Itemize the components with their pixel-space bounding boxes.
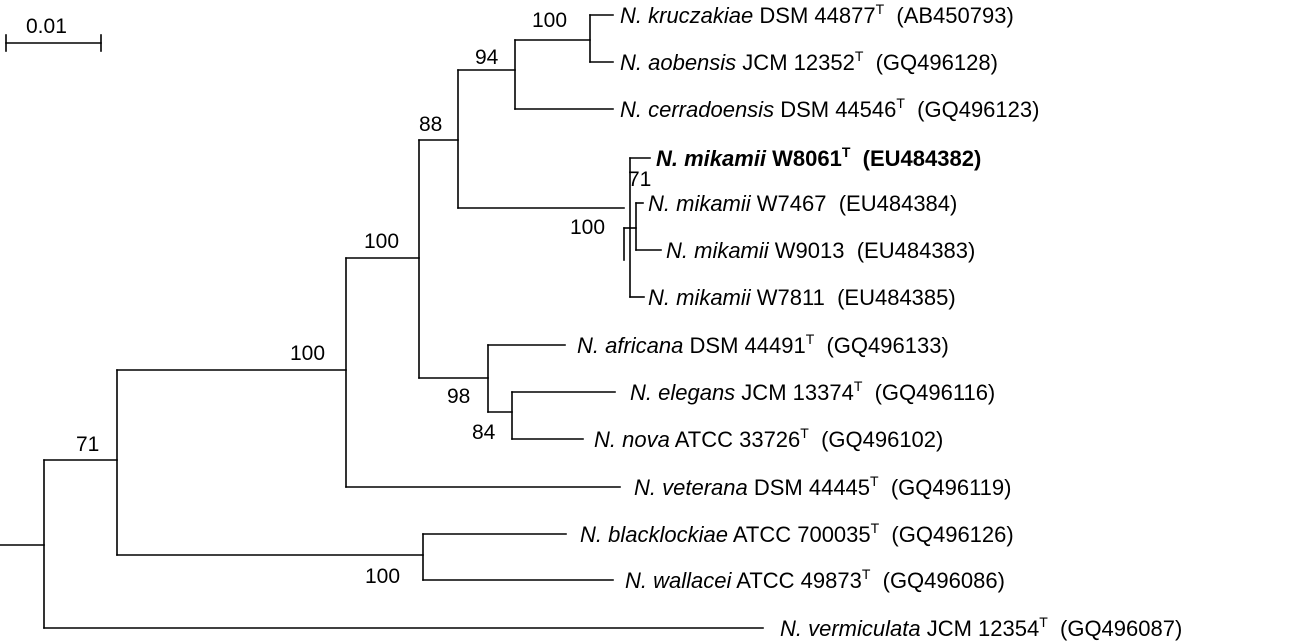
- bootstrap-value-blacklockiae-wallacei: 100: [365, 565, 400, 588]
- taxon-species-name: N. aobensis: [620, 50, 736, 75]
- type-strain-mark: T: [870, 473, 879, 489]
- scale-bar-label: 0.01: [26, 15, 67, 38]
- taxon-species-name: N. mikamii: [656, 146, 767, 171]
- taxon-species-name: N. elegans: [630, 380, 735, 405]
- bootstrap-value-africana-elegans-nova: 98: [447, 385, 470, 408]
- bootstrap-value-cerradoensis-mikamii: 88: [419, 113, 442, 136]
- type-strain-mark: T: [871, 520, 880, 536]
- taxon-accession: (EU484384): [827, 191, 958, 216]
- taxon-strain: DSM 44491: [683, 333, 805, 358]
- taxon-species-name: N. mikamii: [666, 238, 770, 263]
- taxon-label-nova: N. nova ATCC 33726T (GQ496102): [594, 425, 943, 452]
- bootstrap-value-kruczakiae-aobensis: 100: [532, 9, 567, 32]
- taxon-accession: (GQ496116): [862, 380, 995, 405]
- type-strain-mark: T: [876, 1, 885, 17]
- taxon-strain: W8061: [766, 146, 842, 171]
- type-strain-mark: T: [800, 425, 809, 441]
- taxon-accession: (GQ496119): [879, 475, 1012, 500]
- taxon-accession: (GQ496086): [870, 568, 1005, 593]
- taxon-species-name: N. kruczakiae: [620, 3, 753, 28]
- taxon-strain: ATCC 33726: [670, 427, 800, 452]
- taxon-label-blacklockiae: N. blacklockiae ATCC 700035T (GQ496126): [580, 520, 1014, 547]
- taxon-label-elegans: N. elegans JCM 13374T (GQ496116): [630, 378, 995, 405]
- bootstrap-value-elegans-nova: 84: [472, 421, 496, 444]
- taxon-accession: (EU484382): [850, 146, 981, 171]
- taxon-label-mikamii-w8061: N. mikamii W8061T (EU484382): [656, 144, 981, 171]
- taxon-accession: (GQ496102): [809, 427, 944, 452]
- taxon-accession: (GQ496133): [814, 333, 949, 358]
- taxon-strain: W9013: [769, 238, 845, 263]
- taxon-strain: JCM 12352: [736, 50, 855, 75]
- taxon-accession: (GQ496123): [905, 97, 1040, 122]
- taxon-label-cerradoensis: N. cerradoensis DSM 44546T (GQ496123): [620, 95, 1039, 122]
- tree-branches: [0, 14, 764, 629]
- taxon-accession: (GQ496126): [879, 522, 1014, 547]
- taxon-strain: DSM 44877: [753, 3, 875, 28]
- taxon-label-mikamii-w9013: N. mikamii W9013 (EU484383): [666, 238, 975, 263]
- bootstrap-value-main-clade: 100: [364, 230, 399, 253]
- taxon-label-mikamii-w7811: N. mikamii W7811 (EU484385): [648, 285, 956, 310]
- taxon-species-name: N. mikamii: [648, 285, 752, 310]
- taxon-accession: (EU484383): [845, 238, 976, 263]
- taxon-label-veterana: N. veterana DSM 44445T (GQ496119): [634, 473, 1011, 500]
- bootstrap-value-mikamii-clade: 100: [570, 216, 605, 239]
- bootstrap-value-kruczakiae-aobensis-cerradoensis: 94: [475, 46, 499, 69]
- taxon-strain: ATCC 49873: [731, 568, 861, 593]
- type-strain-mark: T: [1039, 614, 1048, 630]
- taxon-label-wallacei: N. wallacei ATCC 49873T (GQ496086): [625, 566, 1005, 593]
- taxon-strain: W7811: [751, 285, 825, 310]
- taxon-strain: ATCC 700035: [728, 522, 871, 547]
- type-strain-mark: T: [862, 566, 871, 582]
- bootstrap-value-mikamii-inner: 71: [628, 168, 651, 191]
- scale-bar: 0.01: [5, 15, 102, 52]
- type-strain-mark: T: [855, 48, 864, 64]
- taxon-label-kruczakiae: N. kruczakiae DSM 44877T (AB450793): [620, 1, 1014, 28]
- taxon-strain: JCM 13374: [735, 380, 854, 405]
- type-strain-mark: T: [854, 378, 863, 394]
- taxon-label-aobensis: N. aobensis JCM 12352T (GQ496128): [620, 48, 998, 75]
- taxon-strain: JCM 12354: [921, 616, 1040, 641]
- taxon-species-name: N. africana: [577, 333, 683, 358]
- taxon-labels: N. kruczakiae DSM 44877T (AB450793)N. ao…: [577, 1, 1182, 641]
- type-strain-mark: T: [842, 144, 851, 160]
- taxon-accession: (GQ496087): [1048, 616, 1183, 641]
- taxon-species-name: N. nova: [594, 427, 670, 452]
- taxon-species-name: N. mikamii: [648, 191, 752, 216]
- taxon-accession: (AB450793): [884, 3, 1014, 28]
- taxon-species-name: N. wallacei: [625, 568, 732, 593]
- taxon-species-name: N. vermiculata: [780, 616, 921, 641]
- taxon-species-name: N. blacklockiae: [580, 522, 728, 547]
- bootstrap-value-veterana-clade: 100: [290, 342, 325, 365]
- bootstrap-value-root-inner: 71: [76, 433, 99, 456]
- type-strain-mark: T: [896, 95, 905, 111]
- taxon-label-vermiculata: N. vermiculata JCM 12354T (GQ496087): [780, 614, 1182, 641]
- taxon-species-name: N. cerradoensis: [620, 97, 774, 122]
- type-strain-mark: T: [806, 331, 815, 347]
- taxon-accession: (EU484385): [825, 285, 956, 310]
- taxon-label-mikamii-w7467: N. mikamii W7467 (EU484384): [648, 191, 957, 216]
- taxon-accession: (GQ496128): [863, 50, 998, 75]
- taxon-species-name: N. veterana: [634, 475, 748, 500]
- taxon-label-africana: N. africana DSM 44491T (GQ496133): [577, 331, 949, 358]
- taxon-strain: W7467: [751, 191, 827, 216]
- taxon-strain: DSM 44445: [748, 475, 870, 500]
- taxon-strain: DSM 44546: [774, 97, 896, 122]
